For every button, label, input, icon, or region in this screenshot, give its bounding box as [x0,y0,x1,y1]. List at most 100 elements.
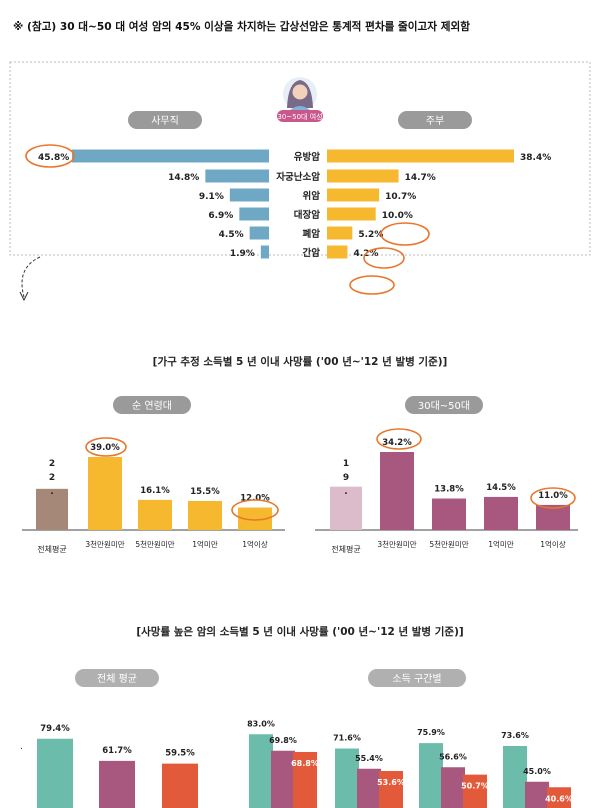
avatar-badge [277,110,323,122]
office-bar-1 [205,169,269,183]
pill-panel2-0: 순 연령대 [113,396,191,414]
office-bar-5 [260,245,269,259]
office-value-5: 1.9% [230,249,255,259]
pill-total-avg: 전체 평균 [75,669,159,687]
bracket-bar-2-2 [463,774,487,808]
panel2-avg-value-1-2: . [344,487,347,497]
panel2-value-0-0: 39.0% [90,443,120,453]
bracket-bar-0-0 [249,734,273,808]
panel2-category-0-3: 1억이상 [242,539,268,549]
bracket-value-0-2: 68.8% [291,759,319,768]
category-label-1: 자궁난소암 [276,171,320,183]
category-label-4: 폐암 [303,228,321,240]
bracket-bar-2-0 [419,743,443,808]
bracket-value-1-0: 71.6% [333,734,361,743]
bracket-value-2-1: 56.6% [439,752,467,761]
panel2-bar-1-1 [432,498,466,530]
woman-avatar-icon [283,77,317,112]
office-bar-3 [239,207,269,221]
panel2-category-0-1: 5천만원미만 [135,539,174,549]
panel2-bar-0-0 [88,457,122,530]
category-label-0: 유방암 [294,151,320,163]
panel2-value-0-1: 16.1% [140,486,170,496]
housewife-value-3: 10.0% [382,211,413,221]
total-bar-0 [37,738,73,808]
panel2-bar-1-3 [536,504,570,530]
housewife-value-2: 10.7% [385,192,416,202]
dashed-arrow-head [19,291,29,302]
pill-office: 사무직 [128,111,202,129]
pill-total-avg-label: 전체 평균 [97,673,137,685]
annotation-circle-11 [530,487,576,509]
panel2-bar-1-2 [484,496,518,530]
bracket-value-1-2: 53.6% [377,778,405,787]
pill-panel2-1-bg [405,396,483,414]
pill-income-bracket: 소득 구간별 [368,669,466,687]
bracket-value-2-0: 75.9% [417,728,445,737]
total-value-0: 79.4% [40,724,70,734]
panel2-category-0-0: 3천만원미만 [85,539,124,549]
bracket-value-3-2: 40.6% [545,794,573,803]
panel2-category-1-0: 3천만원미만 [377,539,416,549]
housewife-bar-0 [327,149,514,163]
annotation-circle-office-breast [25,144,75,168]
panel2-value-1-1: 13.8% [434,485,464,495]
pill-panel2-1: 30대~50대 [405,396,483,414]
annotation-circle-12 [231,499,279,521]
total-bar-2 [162,763,198,808]
panel2-category-1-2: 1억미만 [488,540,514,549]
pill-office-bg [128,111,202,129]
bracket-bar-1-0 [335,748,359,808]
bracket-value-1-1: 55.4% [355,754,383,763]
panel2-avg-value-0-0: 2 [49,459,55,469]
header-note: ※ (참고) 30 대~50 대 여성 암의 45% 이상을 차지하는 갑상선암… [13,20,470,33]
panel2-category-0-2: 1억미만 [192,540,218,549]
office-value-3: 6.9% [208,211,233,221]
panel2-bar-0-3 [238,507,272,530]
stray-dot: . [20,742,23,752]
housewife-bar-5 [327,245,348,259]
panel2-bar-1-0 [380,452,414,530]
office-bar-0 [72,149,269,163]
dashed-arrow [21,256,41,298]
bracket-bar-0-1 [271,750,295,808]
annotation-circle-34 [376,428,422,450]
panel2-value-1-2: 14.5% [486,483,516,493]
total-bar-1 [99,760,135,808]
panel2-value-0-3: 12.0% [240,494,270,504]
category-label-2: 위암 [303,190,321,202]
annotation-circle-extra [349,275,395,295]
pill-panel2-1-label: 30대~50대 [418,400,470,412]
panel2-avg-value-0-1: 2 [49,473,55,483]
housewife-value-0: 38.4% [520,153,551,163]
office-value-1: 14.8% [168,173,199,183]
bracket-value-2-2: 50.7% [461,782,489,791]
panel2-bar-0-1 [138,499,172,530]
annotation-circle-liver [363,247,405,269]
office-bar-4 [249,226,269,240]
panel2-avg-value-1-1: 9 [343,473,349,483]
avatar-badge-label: 30~50대 여성 [277,112,322,121]
section3-title: [사망률 높은 암의 소득별 5 년 이내 사망률 ('00 년~'12 년 발… [136,625,463,638]
pill-income-bracket-bg [368,669,466,687]
pill-income-bracket-label: 소득 구간별 [392,673,441,685]
housewife-bar-4 [327,226,353,240]
housewife-bar-1 [327,169,399,183]
category-label-5: 간암 [303,247,321,259]
panel2-avg-label-0: 전체평균 [37,544,66,554]
bracket-value-3-0: 73.6% [501,731,529,740]
annotation-circle-39 [85,437,127,457]
pill-panel2-0-bg [113,396,191,414]
bracket-value-0-1: 69.8% [269,736,297,745]
housewife-value-1: 14.7% [405,173,436,183]
category-label-3: 대장암 [294,209,320,221]
butterfly-frame [9,61,591,256]
bracket-value-0-0: 83.0% [247,719,275,728]
pill-housewife-label: 주부 [426,116,444,127]
total-value-2: 59.5% [165,749,195,759]
housewife-bar-3 [327,207,376,221]
pill-housewife-bg [398,111,472,129]
panel2-avg-label-1: 전체평균 [331,544,360,554]
section2-title: [가구 추정 소득별 5 년 이내 사망률 ('00 년~'12 년 발병 기준… [153,355,448,368]
